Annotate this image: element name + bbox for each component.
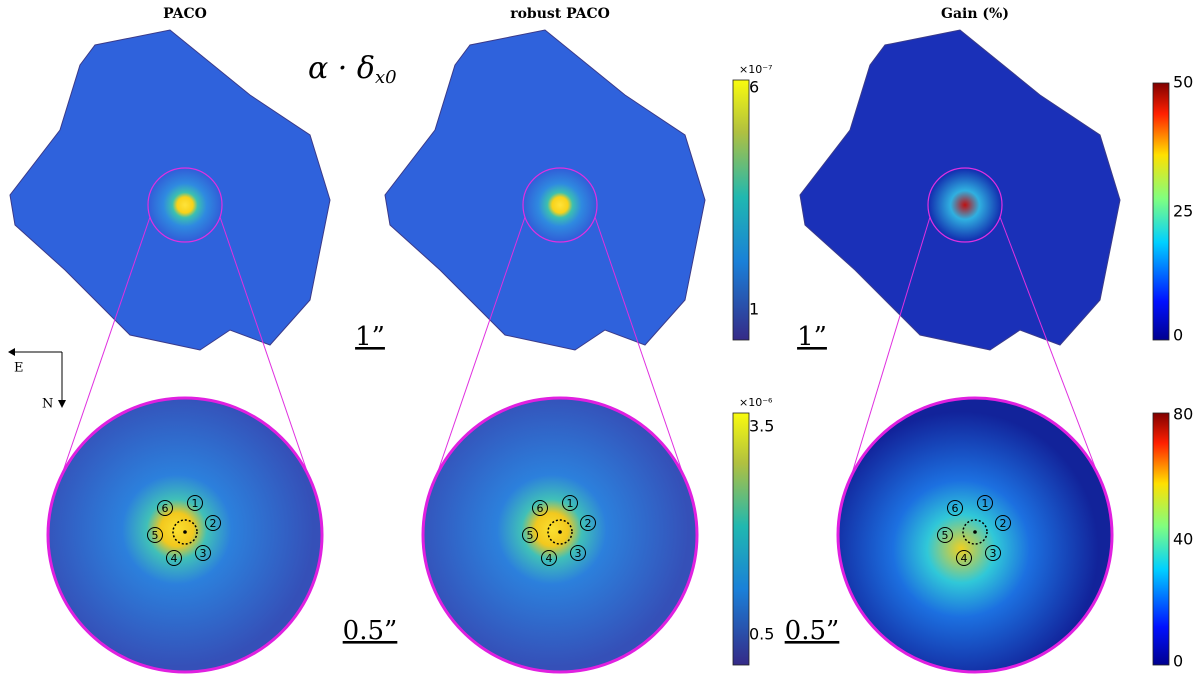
- marker-ring: [205, 515, 221, 531]
- marker-ring: [985, 545, 1001, 561]
- marker-ring: [532, 500, 548, 516]
- marker-label: 2: [210, 517, 217, 530]
- zoom-line: [594, 216, 686, 481]
- star-dot: [558, 530, 562, 534]
- colorbar-exponent: ×10⁻⁷: [739, 63, 772, 76]
- formula-sub: x0: [375, 67, 397, 88]
- zoom-circle: [147, 167, 223, 243]
- marker-ring: [977, 495, 993, 511]
- arrow: [8, 348, 15, 356]
- colorbar-tick-label: 6: [749, 78, 759, 97]
- marker-label: 1: [567, 497, 574, 510]
- zoom-view: [421, 396, 699, 674]
- zoom-line: [849, 216, 931, 481]
- zoom-circle: [927, 167, 1003, 243]
- marker-label: 4: [961, 552, 968, 565]
- colorbar-tick-label: 0: [1173, 652, 1183, 671]
- star-blob: [524, 169, 596, 241]
- colorbar-tick-label: 0: [1173, 326, 1183, 345]
- colorbar-tick-label: 0.5: [749, 625, 774, 644]
- marker-ring: [937, 527, 953, 543]
- scale-bar: 1”: [355, 322, 385, 352]
- scale-bar: 0.5”: [785, 616, 840, 646]
- compass-label: N: [42, 397, 53, 412]
- colorbar-tick-label: 50: [1173, 73, 1193, 92]
- marker-ring: [580, 515, 596, 531]
- marker-ring: [995, 515, 1011, 531]
- colorbar-tick-label: 80: [1173, 405, 1193, 424]
- star-center: [172, 519, 198, 545]
- marker-label: 3: [200, 547, 207, 560]
- star-blob: [929, 169, 1001, 241]
- zoom-line: [434, 216, 526, 481]
- arrow: [58, 400, 66, 408]
- colorbar: [1152, 412, 1170, 666]
- formula-main: α · δ: [308, 51, 375, 86]
- marker-label: 2: [1000, 517, 1007, 530]
- marker-ring: [956, 550, 972, 566]
- marker-label: 6: [537, 502, 544, 515]
- zoom-line: [219, 216, 311, 481]
- formula: α · δx0: [308, 51, 397, 88]
- marker-label: 5: [527, 529, 534, 542]
- scale-bar: 0.5”: [343, 616, 398, 646]
- marker-ring: [570, 545, 586, 561]
- scale-bar: 1”: [797, 322, 827, 352]
- colorbar-tick-label: 40: [1173, 530, 1193, 549]
- colorbar: [732, 412, 750, 666]
- star-center: [547, 519, 573, 545]
- marker-label: 5: [942, 529, 949, 542]
- colorbar-tick-label: 25: [1173, 202, 1193, 221]
- zoom-line: [59, 216, 151, 481]
- marker-ring: [157, 500, 173, 516]
- colorbar-tick-label: 1: [749, 300, 759, 319]
- marker-label: 4: [546, 552, 553, 565]
- marker-label: 6: [162, 502, 169, 515]
- panel-title: robust PACO: [510, 6, 610, 22]
- marker-label: 4: [171, 552, 178, 565]
- marker-label: 2: [585, 517, 592, 530]
- zoom-view: [46, 396, 324, 674]
- star-dot: [183, 530, 187, 534]
- star-dot: [973, 530, 977, 534]
- marker-ring: [522, 527, 538, 543]
- marker-label: 3: [575, 547, 582, 560]
- zoom-view: [836, 396, 1114, 674]
- marker-ring: [562, 495, 578, 511]
- marker-ring: [541, 550, 557, 566]
- colorbar-exponent: ×10⁻⁶: [739, 396, 773, 409]
- marker-ring: [166, 550, 182, 566]
- panel-title: PACO: [163, 6, 207, 22]
- colorbar: [1152, 82, 1170, 341]
- marker-label: 1: [192, 497, 199, 510]
- zoom-line: [999, 216, 1101, 481]
- compass-label: E: [14, 361, 24, 376]
- marker-label: 3: [990, 547, 997, 560]
- marker-label: 6: [952, 502, 959, 515]
- marker-ring: [947, 500, 963, 516]
- star-blob: [149, 169, 221, 241]
- colorbar: [732, 79, 750, 341]
- marker-ring: [187, 495, 203, 511]
- star-center: [962, 519, 988, 545]
- marker-ring: [147, 527, 163, 543]
- marker-label: 1: [982, 497, 989, 510]
- marker-ring: [195, 545, 211, 561]
- panel-title: Gain (%): [941, 6, 1009, 22]
- marker-label: 5: [152, 529, 159, 542]
- zoom-circle: [522, 167, 598, 243]
- colorbar-tick-label: 3.5: [749, 417, 774, 436]
